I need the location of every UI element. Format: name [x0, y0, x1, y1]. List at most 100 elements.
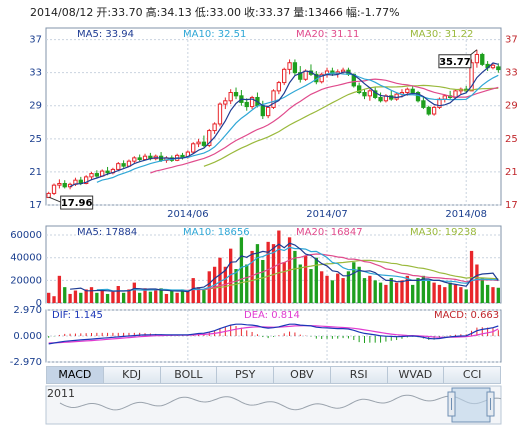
- volume-bar: [196, 287, 201, 303]
- tab-psy[interactable]: PSY: [217, 366, 274, 384]
- volume-ma10-line: [96, 246, 499, 292]
- volume-bar: [352, 262, 356, 303]
- volume-bar: [427, 280, 431, 303]
- tab-kdj[interactable]: KDJ: [103, 366, 161, 384]
- volume-bar: [448, 282, 452, 303]
- navigator-history-line: [59, 394, 502, 411]
- candle-body: [94, 173, 100, 177]
- volume-ma20-line: [150, 253, 499, 291]
- volume-bar: [234, 269, 238, 303]
- tab-cci[interactable]: CCI: [444, 366, 501, 384]
- indicator-tabs: MACD KDJ BOLL PSY OBV RSI WVAD CCI: [46, 366, 501, 384]
- candle-body: [51, 184, 57, 194]
- volume-bar: [459, 287, 463, 303]
- candle-body: [431, 106, 437, 115]
- candle-body: [223, 100, 228, 105]
- volume-bar: [148, 291, 153, 303]
- candle-body: [105, 170, 110, 174]
- low-callout-box: [60, 195, 94, 210]
- quote-header: 2014/08/12 开:33.70 高:34.13 低:33.00 收:33.37 量:…: [30, 4, 403, 20]
- volume-bar: [105, 293, 110, 303]
- tab-macd[interactable]: MACD: [46, 366, 104, 384]
- volume-bar: [180, 289, 185, 303]
- price-y-tick-label: 25: [29, 134, 42, 145]
- volume-bar: [362, 278, 367, 303]
- candle-body: [265, 106, 271, 117]
- price-ma30-line: [203, 84, 499, 167]
- candle-body: [89, 173, 94, 178]
- price-legend-item: MA30: 31.22: [410, 29, 473, 40]
- candle-body: [426, 106, 431, 115]
- candle-body: [356, 85, 362, 94]
- volume-bar: [175, 292, 179, 303]
- volume-bar: [111, 291, 115, 303]
- candle-body: [137, 157, 142, 161]
- volume-bar: [443, 287, 447, 303]
- tab-rsi[interactable]: RSI: [330, 366, 388, 384]
- candle-body: [180, 154, 185, 158]
- volume-bar: [400, 280, 404, 303]
- price-y-tick-label-right: 37: [505, 35, 518, 46]
- candle-body: [207, 130, 212, 146]
- volume-bar: [57, 275, 62, 303]
- volume-bar: [127, 289, 131, 303]
- price-ma10-line: [96, 72, 499, 183]
- volume-bar: [432, 282, 436, 303]
- candle-body: [196, 141, 201, 145]
- tab-obv[interactable]: OBV: [274, 366, 331, 384]
- price-y-tick-label-right: 29: [505, 101, 518, 112]
- candle-body: [394, 93, 399, 100]
- candle-body: [191, 143, 196, 153]
- price-y-tick-label-right: 21: [505, 167, 518, 178]
- candle-body: [249, 96, 255, 108]
- date-axis-label: 2014/06: [167, 209, 209, 220]
- volume-bar: [73, 290, 78, 303]
- volume-bar: [116, 286, 120, 303]
- volume-bar: [368, 275, 372, 303]
- candle-body: [292, 62, 298, 74]
- candle-body: [276, 82, 282, 92]
- volume-bar: [373, 280, 377, 303]
- tab-boll[interactable]: BOLL: [160, 366, 218, 384]
- candle-body: [415, 92, 421, 102]
- candle-body: [367, 90, 373, 97]
- price-y-tick-label-right: 33: [505, 68, 518, 79]
- volume-bar: [421, 275, 426, 303]
- candle-body: [228, 92, 233, 102]
- candle-body: [282, 68, 287, 84]
- quote-low: 低:33.00: [194, 6, 242, 19]
- candle-body: [496, 66, 501, 71]
- price-y-tick-label-right: 25: [505, 134, 518, 145]
- volume-bar: [186, 291, 190, 303]
- price-y-tick-label: 37: [29, 35, 42, 46]
- volume-bar: [496, 287, 500, 303]
- macd-y-tick-label: -2.970: [10, 357, 42, 368]
- volume-bar: [437, 284, 442, 303]
- volume-bar: [266, 241, 270, 303]
- volume-bar: [100, 290, 104, 303]
- volume-bar: [320, 271, 324, 303]
- candle-body: [490, 64, 496, 69]
- price-y-tick-label: 21: [29, 167, 42, 178]
- candle-body: [212, 123, 217, 132]
- candle-body: [121, 163, 126, 167]
- volume-bar: [52, 296, 56, 303]
- low-callout-label: 17.96: [61, 198, 93, 209]
- high-callout-label: 35.77: [439, 57, 471, 68]
- price-panel-frame: [45, 27, 502, 206]
- volume-bar: [480, 278, 484, 303]
- candle-body: [132, 157, 137, 162]
- volume-bar: [405, 275, 409, 303]
- quote-change: 幅:-1.77%: [345, 6, 400, 19]
- tab-wvad[interactable]: WVAD: [387, 366, 445, 384]
- candle-body: [57, 182, 62, 186]
- price-legend-item: MA20: 31.11: [296, 29, 359, 40]
- volume-bar: [357, 266, 361, 303]
- date-axis-label: 2014/08: [445, 209, 487, 220]
- navigator-selection[interactable]: [451, 387, 491, 423]
- volume-bar: [143, 288, 147, 303]
- volume-legend-item: MA20: 16847: [296, 227, 363, 238]
- volume-bar: [314, 257, 318, 303]
- volume-bar: [378, 282, 383, 303]
